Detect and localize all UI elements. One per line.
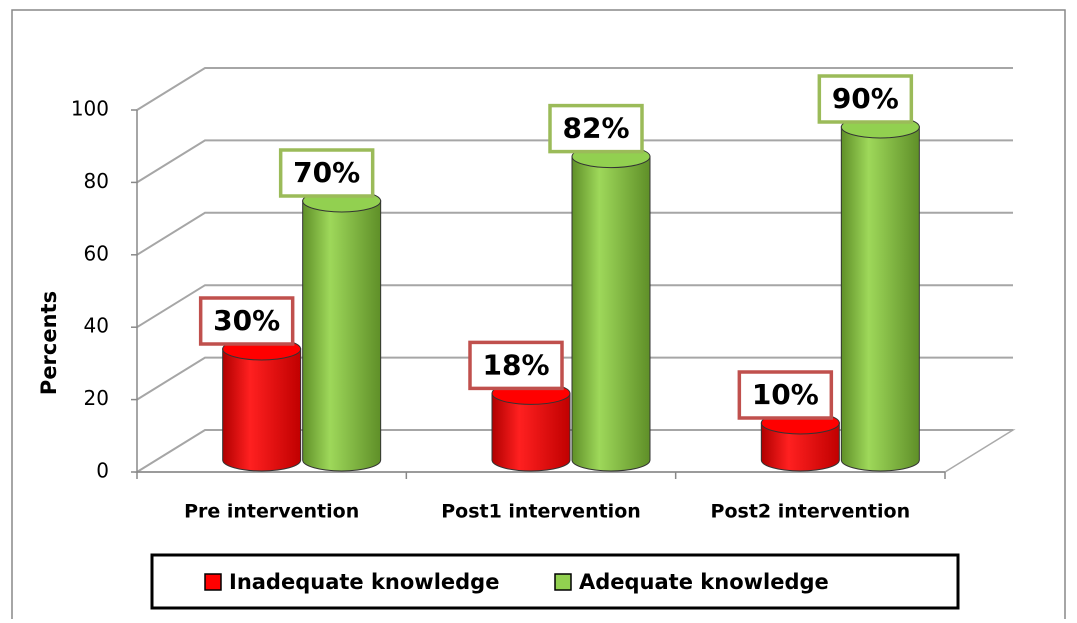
grid-line [136,284,1013,329]
legend-label: Inadequate knowledge [229,570,499,594]
bar [491,392,571,472]
y-tick-label: 20 [84,386,109,410]
value-label-box [468,340,564,391]
value-label: 18% [482,348,549,381]
legend-swatch [554,573,572,591]
y-tick-label: 100 [71,97,109,121]
x-tick-label: Post2 intervention [711,501,911,523]
y-tick-label: 0 [96,459,109,483]
bar [222,348,302,472]
y-tick-label: 80 [84,169,109,193]
x-tick-label: Pre intervention [184,501,359,523]
value-label: 70% [293,156,360,189]
x-tick-label: Post1 intervention [441,501,641,523]
grid-line [136,139,1013,184]
bar [571,156,651,472]
y-tick-label: 60 [84,241,109,265]
legend-swatch [204,573,222,591]
legend-label: Adequate knowledge [579,570,829,594]
bar [302,200,382,472]
grid-line [136,67,1013,111]
grid-line [136,356,1013,401]
grid-line [136,429,1013,473]
value-label: 82% [562,112,629,145]
value-label-box [548,103,644,154]
value-label-box [198,296,295,346]
value-label: 90% [832,82,899,115]
value-label: 10% [752,378,819,411]
y-tick-label: 40 [84,314,109,338]
bar [840,126,920,472]
value-label-box [278,148,375,198]
bar [760,422,840,472]
y-axis-label: Percents [37,291,61,395]
grid-line [136,211,1013,256]
value-label-box [737,370,834,420]
value-label: 30% [213,304,280,337]
value-label-box [817,74,914,124]
